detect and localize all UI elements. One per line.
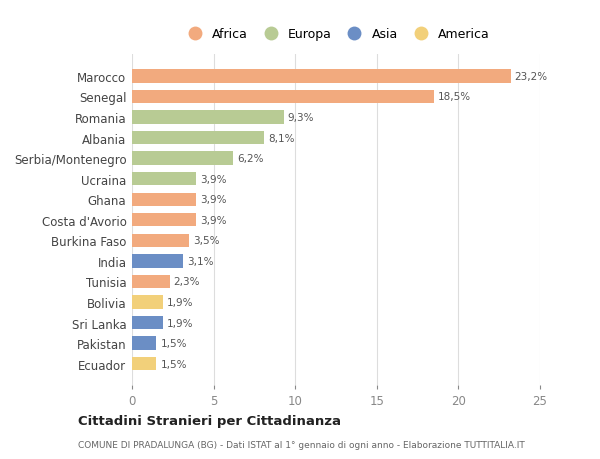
Text: Cittadini Stranieri per Cittadinanza: Cittadini Stranieri per Cittadinanza (78, 414, 341, 428)
Text: 3,9%: 3,9% (200, 215, 226, 225)
Bar (132, 337, 157, 350)
Bar (132, 152, 233, 165)
Bar (132, 275, 170, 289)
Text: 1,9%: 1,9% (167, 318, 194, 328)
Bar (132, 90, 434, 104)
Bar (132, 296, 163, 309)
Bar (132, 193, 196, 207)
Text: 3,9%: 3,9% (200, 195, 226, 205)
Text: 3,9%: 3,9% (200, 174, 226, 185)
Text: 3,1%: 3,1% (187, 256, 213, 266)
Legend: Africa, Europa, Asia, America: Africa, Europa, Asia, America (182, 28, 490, 41)
Text: 3,5%: 3,5% (193, 236, 220, 246)
Text: 2,3%: 2,3% (173, 277, 200, 287)
Bar (132, 213, 196, 227)
Bar (132, 255, 182, 268)
Bar (132, 234, 189, 247)
Text: 1,9%: 1,9% (167, 297, 194, 308)
Text: 1,5%: 1,5% (161, 338, 187, 348)
Text: 1,5%: 1,5% (161, 359, 187, 369)
Bar (132, 132, 264, 145)
Text: 18,5%: 18,5% (438, 92, 471, 102)
Bar (132, 316, 163, 330)
Text: 23,2%: 23,2% (515, 72, 548, 82)
Bar (132, 70, 511, 84)
Bar (132, 173, 196, 186)
Bar (132, 111, 284, 124)
Text: COMUNE DI PRADALUNGA (BG) - Dati ISTAT al 1° gennaio di ogni anno - Elaborazione: COMUNE DI PRADALUNGA (BG) - Dati ISTAT a… (78, 441, 525, 449)
Bar (132, 357, 157, 370)
Text: 6,2%: 6,2% (237, 154, 264, 164)
Text: 9,3%: 9,3% (288, 113, 314, 123)
Text: 8,1%: 8,1% (268, 133, 295, 143)
